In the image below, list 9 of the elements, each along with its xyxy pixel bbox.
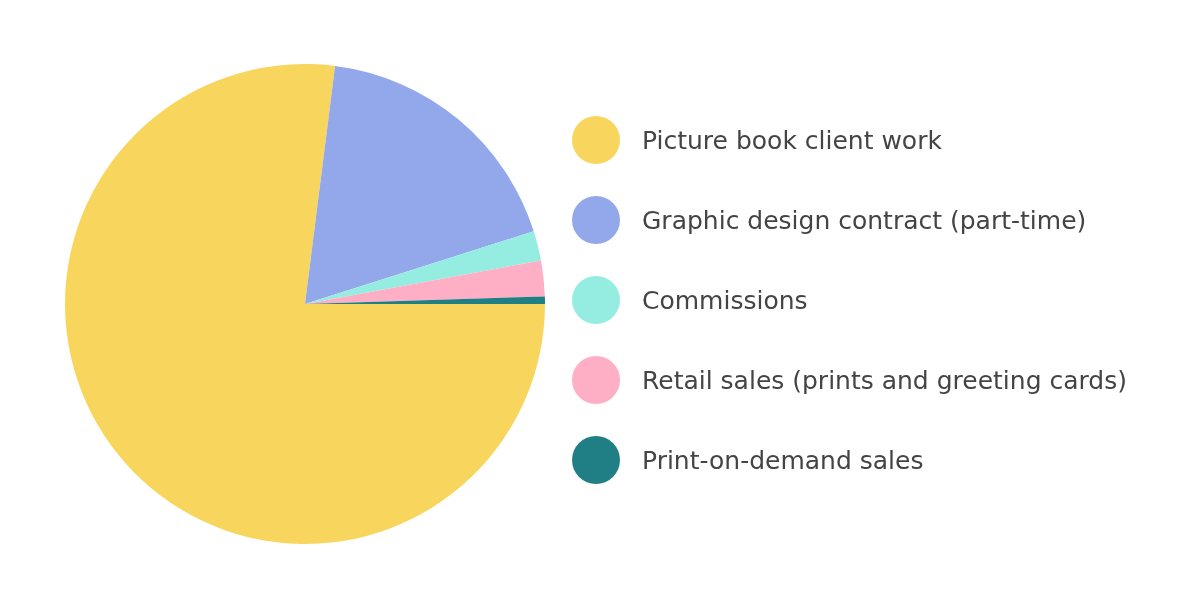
pie-slice [305, 231, 542, 304]
pie-slice [65, 64, 545, 544]
legend-label: Commissions [642, 285, 808, 315]
legend-label: Picture book client work [642, 125, 942, 155]
pie-slice [305, 260, 545, 304]
legend-label: Graphic design contract (part-time) [642, 205, 1087, 235]
pie-slice [305, 65, 534, 304]
legend-label: Print-on-demand sales [642, 445, 924, 475]
legend-label: Retail sales (prints and greeting cards) [642, 365, 1127, 395]
